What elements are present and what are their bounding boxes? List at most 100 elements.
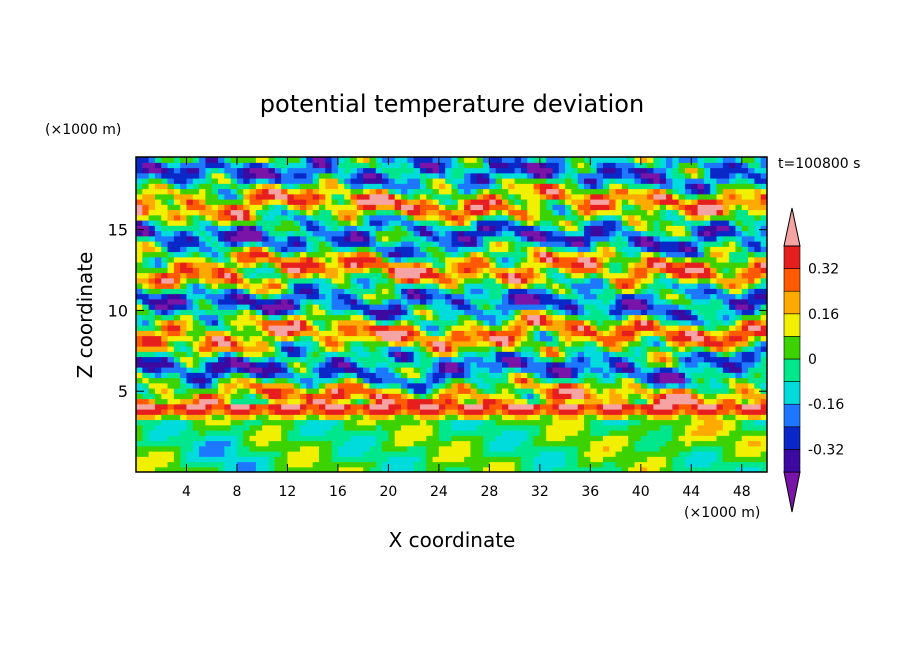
- heatmap-cell: [483, 304, 490, 310]
- heatmap-cell: [577, 361, 585, 368]
- heatmap-cell: [558, 445, 566, 452]
- heatmap-cell: [300, 403, 307, 410]
- heatmap-cell: [312, 393, 320, 400]
- heatmap-cell: [281, 440, 289, 447]
- heatmap-cell: [318, 456, 326, 463]
- heatmap-cell: [243, 220, 251, 226]
- heatmap-cell: [306, 256, 314, 263]
- heatmap-cell: [274, 388, 282, 394]
- heatmap-cell: [382, 288, 389, 295]
- heatmap-cell: [350, 435, 358, 442]
- heatmap-cell: [495, 361, 503, 368]
- heatmap-cell: [596, 440, 604, 447]
- heatmap-cell: [419, 435, 427, 442]
- heatmap-cell: [230, 309, 238, 316]
- heatmap-cell: [199, 293, 207, 300]
- heatmap-cell: [470, 272, 478, 279]
- heatmap-cell: [211, 314, 219, 321]
- heatmap-cell: [634, 283, 642, 289]
- heatmap-cell: [268, 351, 276, 358]
- heatmap-cell: [306, 335, 314, 342]
- heatmap-cell: [199, 409, 207, 415]
- heatmap-cell: [413, 314, 421, 321]
- heatmap-cell: [539, 424, 547, 431]
- heatmap-cell: [230, 267, 238, 274]
- heatmap-cell: [457, 340, 465, 347]
- heatmap-cell: [375, 230, 383, 237]
- heatmap-cell: [483, 377, 490, 384]
- heatmap-cell: [306, 361, 314, 368]
- heatmap-cell: [464, 398, 472, 405]
- heatmap-cell: [249, 393, 257, 400]
- heatmap-cell: [331, 241, 339, 247]
- heatmap-cell: [621, 372, 629, 379]
- heatmap-cell: [287, 451, 295, 457]
- heatmap-cell: [609, 445, 617, 452]
- heatmap-cell: [218, 314, 225, 321]
- heatmap-cell: [325, 445, 333, 452]
- heatmap-cell: [659, 309, 667, 316]
- heatmap-cell: [186, 319, 194, 326]
- heatmap-cell: [167, 461, 175, 468]
- heatmap-cell: [337, 398, 345, 405]
- heatmap-cell: [375, 356, 383, 363]
- heatmap-cell: [539, 393, 547, 400]
- heatmap-cell: [565, 424, 572, 431]
- heatmap-cell: [501, 346, 509, 352]
- heatmap-cell: [375, 235, 383, 242]
- heatmap-cell: [211, 451, 219, 457]
- heatmap-cell: [401, 314, 408, 321]
- heatmap-cell: [224, 372, 232, 379]
- heatmap-cell: [205, 246, 213, 253]
- heatmap-cell: [356, 277, 364, 284]
- heatmap-cell: [382, 293, 389, 300]
- heatmap-cell: [571, 267, 579, 274]
- heatmap-cell: [180, 309, 188, 316]
- heatmap-cell: [722, 235, 730, 242]
- heatmap-cell: [539, 377, 547, 384]
- heatmap-cell: [596, 267, 604, 274]
- heatmap-cell: [634, 209, 642, 216]
- heatmap-cell: [192, 440, 200, 447]
- heatmap-cell: [205, 440, 213, 447]
- heatmap-cell: [533, 435, 541, 442]
- heatmap-cell: [729, 398, 737, 405]
- heatmap-cell: [287, 398, 295, 405]
- heatmap-cell: [230, 456, 238, 463]
- heatmap-cell: [249, 256, 257, 263]
- heatmap-cell: [684, 319, 692, 326]
- heatmap-cell: [186, 403, 194, 410]
- heatmap-cell: [426, 293, 434, 300]
- heatmap-cell: [375, 309, 383, 316]
- heatmap-cell: [659, 356, 667, 363]
- heatmap-cell: [546, 230, 554, 237]
- heatmap-cell: [476, 409, 484, 415]
- heatmap-cell: [527, 346, 535, 352]
- heatmap-cell: [438, 230, 446, 237]
- heatmap-cell: [483, 419, 490, 426]
- heatmap-cell: [760, 361, 767, 368]
- heatmap-cell: [249, 466, 257, 472]
- heatmap-cell: [413, 256, 421, 263]
- heatmap-cell: [710, 346, 718, 352]
- heatmap-cell: [224, 388, 232, 394]
- heatmap-cell: [470, 262, 478, 268]
- heatmap-cell: [716, 209, 724, 216]
- heatmap-cell: [659, 335, 667, 342]
- heatmap-cell: [520, 398, 528, 405]
- heatmap-cell: [243, 414, 251, 421]
- heatmap-cell: [552, 440, 560, 447]
- heatmap-cell: [136, 340, 143, 347]
- heatmap-cell: [167, 304, 175, 310]
- heatmap-cell: [344, 388, 352, 394]
- heatmap-cell: [697, 451, 705, 457]
- heatmap-cell: [375, 209, 383, 216]
- heatmap-cell: [558, 346, 566, 352]
- heatmap-cell: [501, 393, 509, 400]
- heatmap-cell: [729, 435, 737, 442]
- heatmap-cell: [230, 403, 238, 410]
- heatmap-cell: [735, 330, 743, 337]
- heatmap-cell: [628, 430, 636, 436]
- heatmap-cell: [300, 262, 307, 268]
- heatmap-cell: [382, 456, 389, 463]
